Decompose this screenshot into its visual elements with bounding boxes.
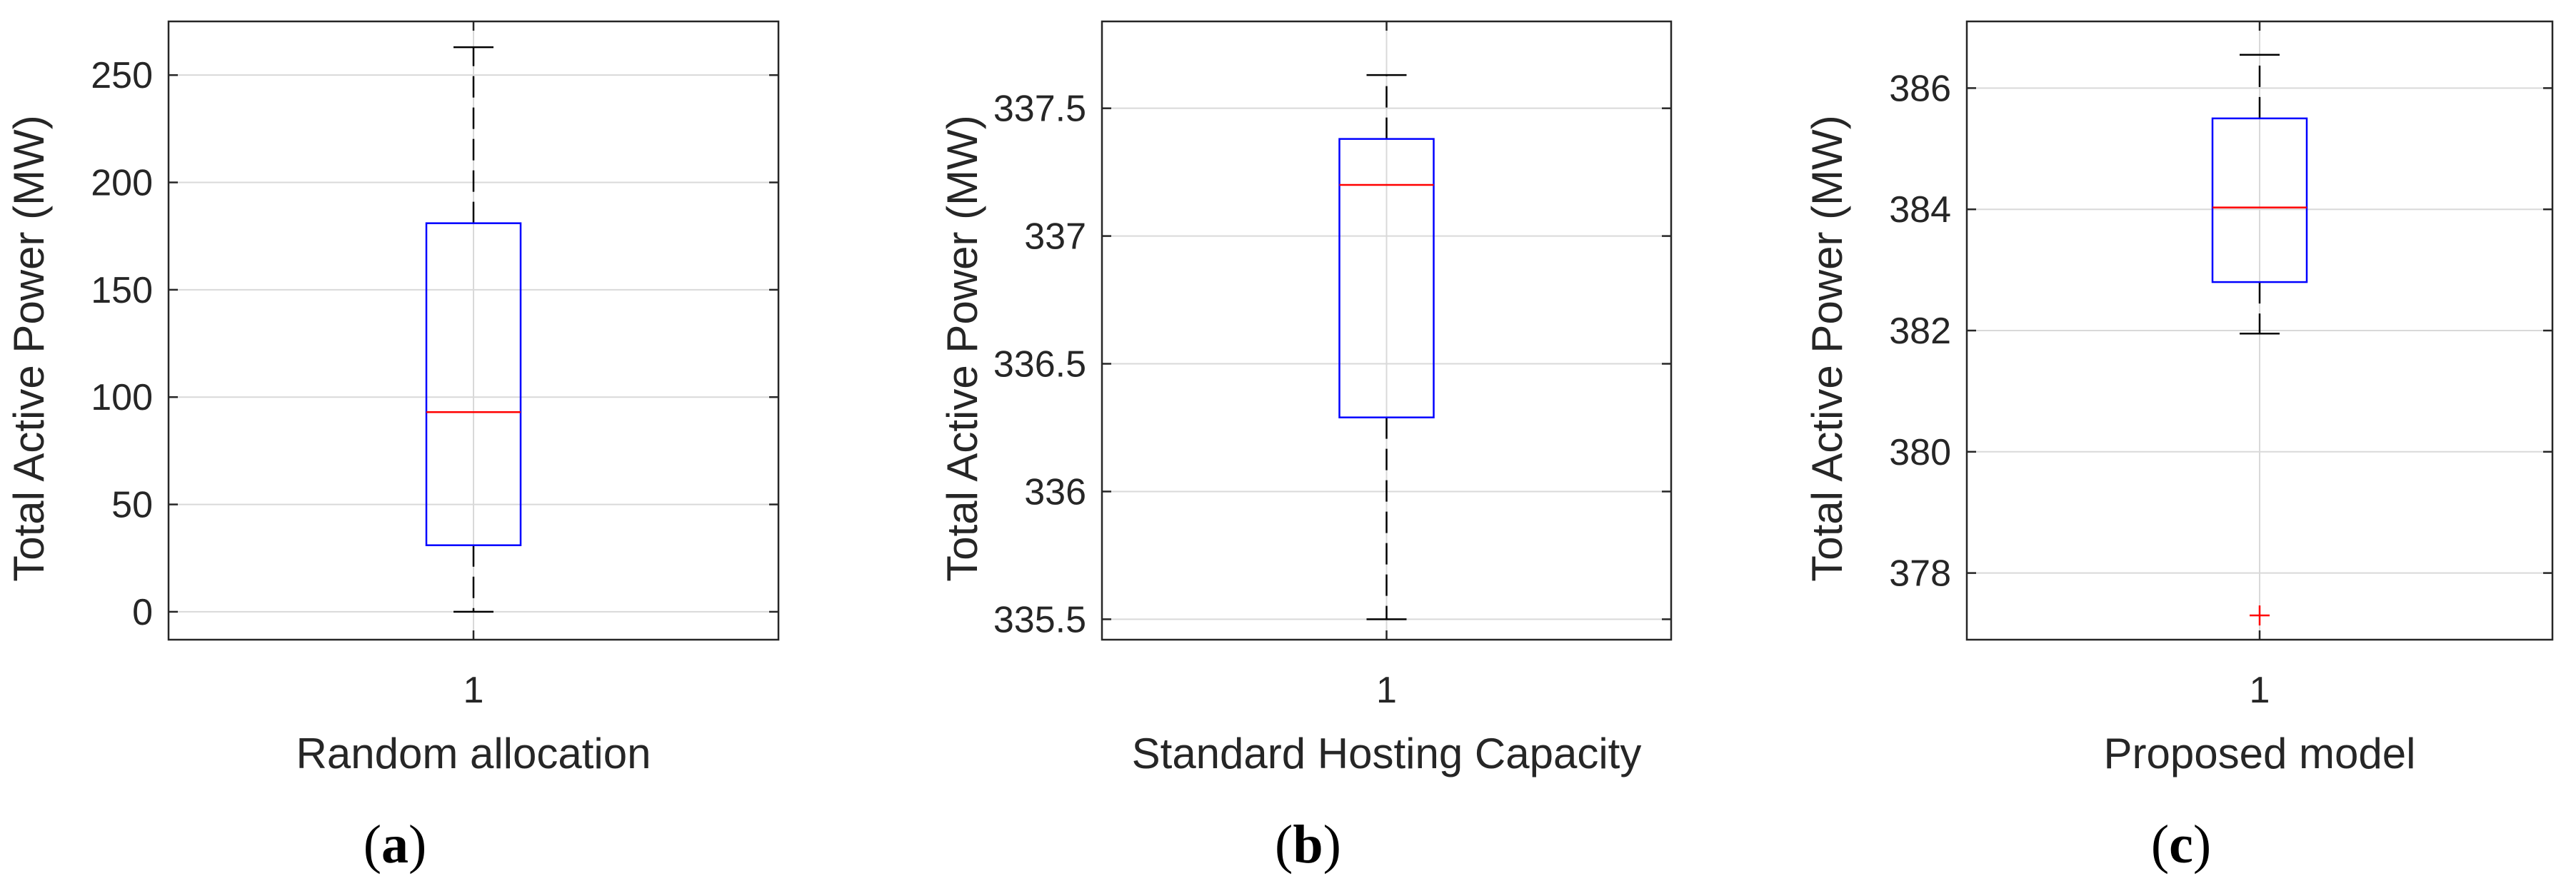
x-axis-label: Random allocation bbox=[296, 730, 651, 777]
y-tick-label: 386 bbox=[1889, 68, 1951, 109]
y-tick-label: 380 bbox=[1889, 432, 1951, 473]
panel-label-close-paren: ) bbox=[2193, 815, 2211, 875]
y-tick-label: 384 bbox=[1889, 189, 1951, 231]
y-axis-label: Total Active Power (MW) bbox=[5, 115, 53, 581]
y-tick-label: 50 bbox=[111, 485, 153, 526]
panel-label-open-paren: ( bbox=[364, 815, 381, 875]
panel-label: (a) bbox=[364, 815, 427, 875]
y-tick-label: 378 bbox=[1889, 553, 1951, 595]
panel-b: 335.5 336 336.5 337 337.5 1 Standard Hosting C… bbox=[938, 20, 1673, 875]
y-tick-label: 100 bbox=[91, 377, 153, 418]
x-tick-label: 1 bbox=[1376, 670, 1397, 711]
panel-label-close-paren: ) bbox=[1323, 815, 1341, 875]
y-tick-label: 337.5 bbox=[993, 89, 1086, 130]
x-axis-label: Standard Hosting Capacity bbox=[1132, 730, 1642, 777]
y-tick-label: 336 bbox=[1024, 471, 1086, 513]
panel-c: 378 380 382 384 386 1 Proposed model Total Acti… bbox=[1803, 20, 2554, 875]
panel-label-close-paren: ) bbox=[409, 815, 426, 875]
y-tick-label: 336.5 bbox=[993, 344, 1086, 386]
panel-label-letter: a bbox=[381, 815, 409, 875]
y-tick-label: 250 bbox=[91, 55, 153, 96]
panel-label-letter: b bbox=[1293, 815, 1323, 875]
panel-a: 0 50 100 150 200 250 1 Random allocation Total A… bbox=[5, 20, 780, 875]
panel-label-open-paren: ( bbox=[2151, 815, 2169, 875]
x-axis-label: Proposed model bbox=[2104, 730, 2416, 777]
panel-label-open-paren: ( bbox=[1275, 815, 1293, 875]
panel-label-letter: c bbox=[2169, 815, 2193, 875]
panel-label: (b) bbox=[1275, 815, 1341, 875]
panel-label: (c) bbox=[2151, 815, 2211, 875]
y-tick-label: 337 bbox=[1024, 216, 1086, 258]
y-axis-label: Total Active Power (MW) bbox=[1803, 115, 1851, 581]
y-tick-label: 150 bbox=[91, 270, 153, 311]
outlier-marker bbox=[2250, 605, 2270, 626]
iqr-box bbox=[2211, 117, 2308, 283]
y-tick-label: 382 bbox=[1889, 311, 1951, 352]
y-tick-label: 200 bbox=[91, 163, 153, 204]
x-tick-label: 1 bbox=[463, 670, 484, 711]
y-tick-label: 0 bbox=[132, 592, 153, 633]
y-tick-label: 335.5 bbox=[993, 599, 1086, 640]
iqr-box bbox=[425, 222, 522, 546]
iqr-box bbox=[1338, 138, 1435, 418]
y-axis-label: Total Active Power (MW) bbox=[938, 115, 986, 581]
x-tick-label: 1 bbox=[2250, 670, 2270, 711]
